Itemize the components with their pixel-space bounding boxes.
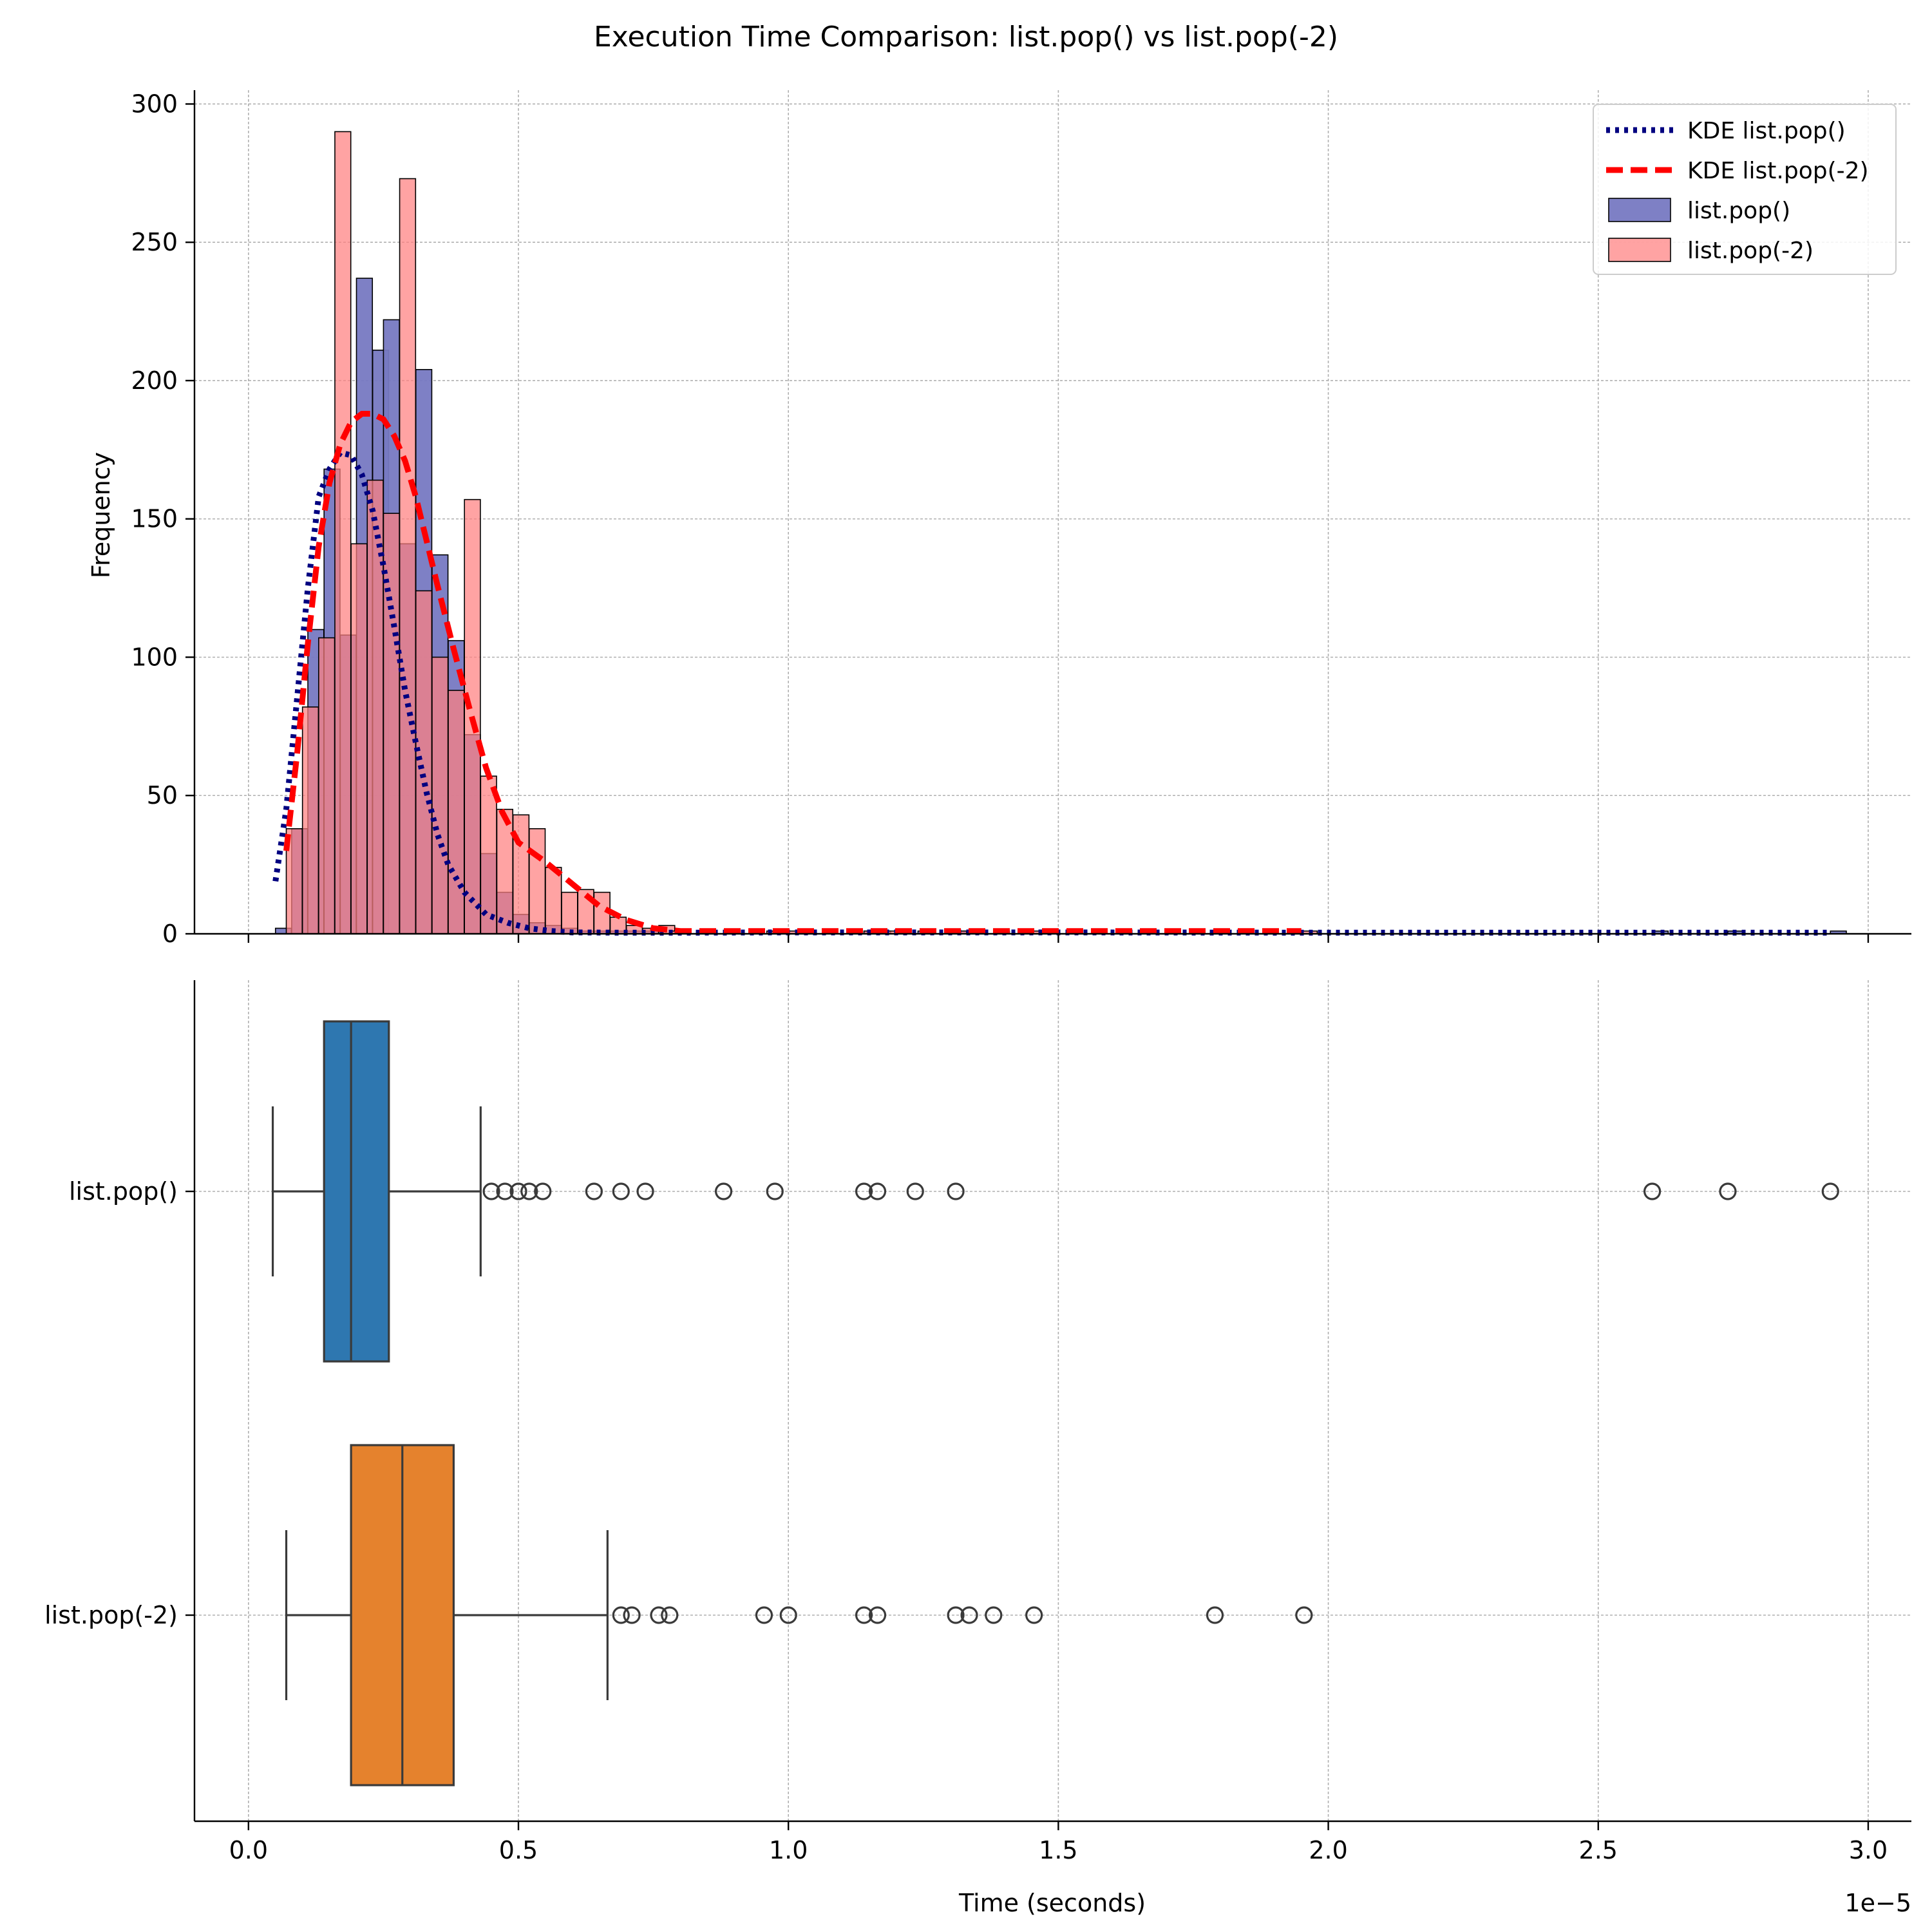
legend-swatch-list-pop-2 [1608,238,1671,262]
y-tick-label-list-pop: list.pop() [69,1177,178,1206]
histogram-bar [415,590,433,934]
outlier-point [766,1182,784,1200]
outlier-point [1719,1182,1737,1200]
outlier-point [636,1182,654,1200]
outlier-point [520,1182,538,1200]
histogram-bar [496,808,514,934]
outlier-point [585,1182,603,1200]
outlier-point [985,1606,1003,1624]
x-axis-label: Time (seconds) [958,1889,1146,1917]
outlier-point [509,1182,527,1200]
outlier-point [906,1182,924,1200]
y-tick-label: 100 [131,643,178,671]
outlier-point [755,1606,773,1624]
boxplot-panel: 0.0 0.5 1.0 1.5 2.0 2.5 3.0 list.pop() list.pop(… [44,980,1911,1917]
legend-label-list-pop: list.pop() [1687,198,1790,224]
histogram-bar [334,131,352,934]
histogram-bar [480,775,497,934]
histogram-bar [399,178,417,934]
outlier-point [1206,1606,1224,1624]
legend: KDE list.pop() KDE list.pop(-2) list.pop()… [1593,104,1897,275]
x-axis-offset-label: 1e−5 [1844,1889,1911,1917]
outlier-point [855,1182,873,1200]
legend-swatch-list-pop [1608,198,1671,222]
legend-box [1593,104,1897,275]
y-tick-label-list-pop-2: list.pop(-2) [44,1601,178,1629]
outlier-point [779,1606,797,1624]
legend-label-kde-list-pop-2: KDE list.pop(-2) [1687,158,1869,184]
outlier-point [612,1182,630,1200]
outlier-point [1821,1182,1839,1200]
outlier-point [947,1606,965,1624]
x-tick-label: 0.0 [229,1836,268,1864]
histogram-bar [561,891,578,934]
histogram-series-list-pop-2 [285,131,1318,934]
box-iqr [323,1020,390,1363]
histogram-axes: 0 50 100 150 200 250 300 [131,90,1911,948]
y-tick-label: 300 [131,90,178,118]
outlier-point [496,1182,514,1200]
legend-label-kde-list-pop: KDE list.pop() [1687,118,1846,144]
x-tick-label: 0.5 [499,1836,538,1864]
y-tick-label: 150 [131,505,178,533]
histogram-bar [318,637,336,934]
outlier-point [1295,1606,1313,1624]
kde-lines [272,411,1831,936]
outlier-point [714,1182,733,1200]
outlier-point [947,1182,965,1200]
outlier-point [534,1182,552,1200]
histogram-bar [448,690,465,934]
chart-title: Execution Time Comparison: list.pop() vs… [594,21,1338,53]
outlier-point [623,1606,641,1624]
outlier-point [868,1182,887,1200]
histogram-bar [301,706,319,934]
kde-line-kde-list-pop [272,449,1831,936]
x-tick-label: 1.5 [1039,1836,1077,1864]
boxplot-marks [271,1020,1839,1786]
outlier-point [650,1606,668,1624]
histogram-bar [366,479,384,934]
histogram-panel: 0 50 100 150 200 250 300 Frequency KDE list.po… [87,90,1911,948]
y-tick-label: 0 [162,920,178,948]
x-tick-label: 2.5 [1579,1836,1618,1864]
histogram-bar [528,828,546,934]
boxplot-axes: 0.0 0.5 1.0 1.5 2.0 2.5 3.0 list.pop() list.pop(… [44,980,1911,1864]
kde-line-kde-list-pop-2 [283,411,1302,934]
histogram-bar [350,543,368,934]
outlier-point [482,1182,500,1200]
legend-label-list-pop-2: list.pop(-2) [1687,238,1814,264]
outlier-point [855,1606,873,1624]
outlier-point [1643,1182,1662,1200]
y-tick-label: 200 [131,366,178,395]
boxplot-list-pop-2 [285,1444,1313,1786]
x-tick-label: 1.0 [769,1836,808,1864]
outlier-point [612,1606,630,1624]
boxplot-list-pop [271,1020,1839,1363]
y-axis-label: Frequency [87,452,115,578]
outlier-point [661,1606,679,1624]
outlier-point [868,1606,887,1624]
outlier-point [960,1606,978,1624]
outlier-point [1025,1606,1043,1624]
histogram-bar [545,867,562,934]
y-tick-label: 250 [131,228,178,256]
x-tick-label: 3.0 [1849,1836,1888,1864]
histogram-bar [383,513,400,934]
histogram-bar [431,656,449,934]
x-tick-label: 2.0 [1309,1836,1347,1864]
y-tick-label: 50 [147,781,178,810]
